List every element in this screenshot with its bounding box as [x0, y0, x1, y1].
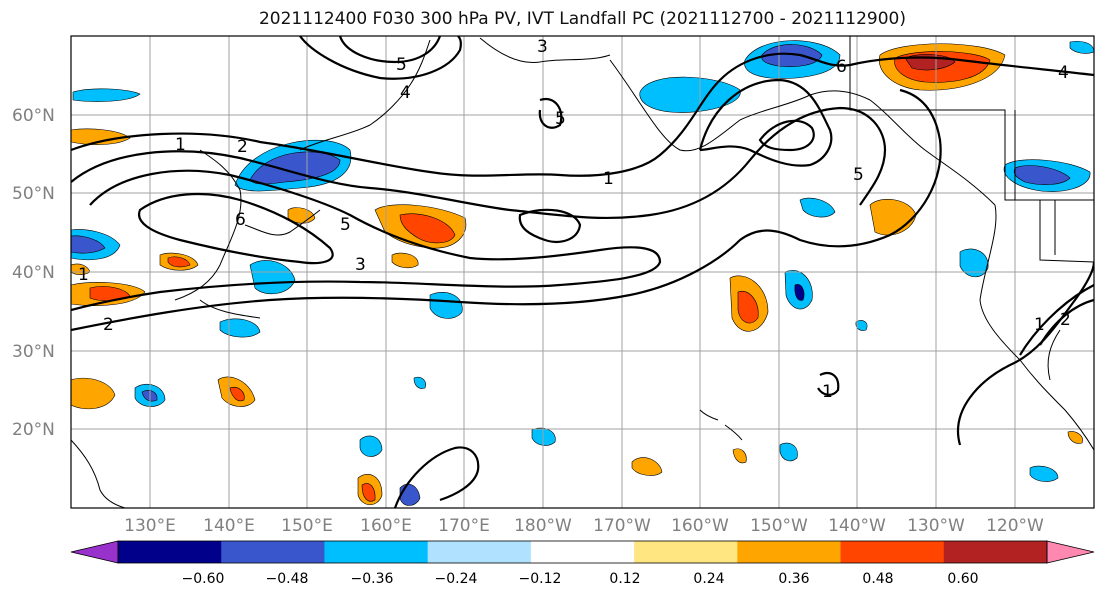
svg-text:5: 5	[396, 55, 407, 75]
svg-text:150°W: 150°W	[750, 516, 808, 536]
colorbar-extend-high	[1047, 541, 1094, 563]
contour-labels: 1 2 3 5 6 4 5 3 2 1 5 6 4 5 1 1 2 1	[78, 37, 1071, 402]
svg-text:1: 1	[78, 265, 89, 285]
colorbar-tick: 0.48	[862, 571, 893, 587]
coastlines	[71, 36, 1094, 508]
svg-text:4: 4	[400, 83, 411, 103]
svg-text:1: 1	[175, 135, 186, 155]
graticule	[71, 36, 1094, 508]
colorbar-segment	[840, 541, 945, 563]
svg-text:5: 5	[340, 215, 351, 235]
colorbar-segment	[324, 541, 429, 563]
svg-text:6: 6	[836, 57, 847, 77]
svg-text:160°E: 160°E	[360, 516, 412, 536]
svg-text:160°W: 160°W	[671, 516, 729, 536]
svg-text:1: 1	[1034, 315, 1045, 335]
colorbar-segment	[737, 541, 842, 563]
svg-text:5: 5	[853, 165, 864, 185]
svg-text:180°W: 180°W	[514, 516, 572, 536]
svg-text:4: 4	[1058, 63, 1069, 83]
svg-text:2: 2	[103, 315, 114, 335]
svg-text:130°W: 130°W	[907, 516, 965, 536]
svg-text:3: 3	[537, 37, 548, 57]
svg-text:2: 2	[1060, 310, 1071, 330]
svg-text:140°W: 140°W	[828, 516, 886, 536]
svg-text:1: 1	[603, 169, 614, 189]
colorbar-frame-right	[1046, 540, 1095, 564]
map-title: 2021112400 F030 300 hPa PV, IVT Landfall…	[258, 9, 906, 29]
colorbar-tick: −0.36	[351, 571, 394, 587]
svg-text:60°N: 60°N	[12, 106, 55, 126]
colorbar-segment	[221, 541, 325, 563]
svg-text:130°E: 130°E	[124, 516, 176, 536]
svg-text:150°E: 150°E	[281, 516, 333, 536]
colorbar-tick: 0.36	[778, 571, 809, 587]
colorbar-tick: −0.24	[435, 571, 478, 587]
svg-text:3: 3	[355, 255, 366, 275]
svg-text:2: 2	[237, 137, 248, 157]
colorbar-segment	[530, 541, 635, 563]
colorbar-segment	[427, 541, 532, 563]
colorbar-tick: −0.60	[182, 571, 225, 587]
svg-text:170°E: 170°E	[438, 516, 490, 536]
svg-text:20°N: 20°N	[12, 420, 55, 440]
svg-text:140°E: 140°E	[203, 516, 255, 536]
colorbar-tick: −0.12	[519, 571, 562, 587]
colorbar-extend-low	[71, 541, 118, 563]
colorbar-tick: −0.48	[266, 571, 309, 587]
pv-contours	[71, 36, 1094, 508]
colorbar: −0.60 −0.48 −0.36 −0.24 −0.12 0.12 0.24 …	[70, 540, 1095, 587]
svg-text:5: 5	[555, 109, 566, 129]
colorbar-segment	[634, 541, 738, 563]
svg-text:40°N: 40°N	[12, 263, 55, 283]
colorbar-segment	[943, 541, 1048, 563]
svg-text:170°W: 170°W	[593, 516, 651, 536]
svg-text:30°N: 30°N	[12, 342, 55, 362]
colorbar-tick: 0.60	[947, 571, 978, 587]
colorbar-segment	[118, 541, 222, 563]
colorbar-tick: 0.12	[609, 571, 640, 587]
colorbar-tick: 0.24	[693, 571, 724, 587]
plot-frame	[70, 35, 1095, 509]
latitude-labels: 60°N 50°N 40°N 30°N 20°N	[12, 106, 55, 440]
svg-text:120°W: 120°W	[986, 516, 1044, 536]
svg-text:50°N: 50°N	[12, 184, 55, 204]
longitude-labels: 130°E 140°E 150°E 160°E 170°E 180°W 170°…	[124, 516, 1044, 536]
svg-text:6: 6	[235, 210, 246, 230]
svg-text:1: 1	[822, 382, 833, 402]
